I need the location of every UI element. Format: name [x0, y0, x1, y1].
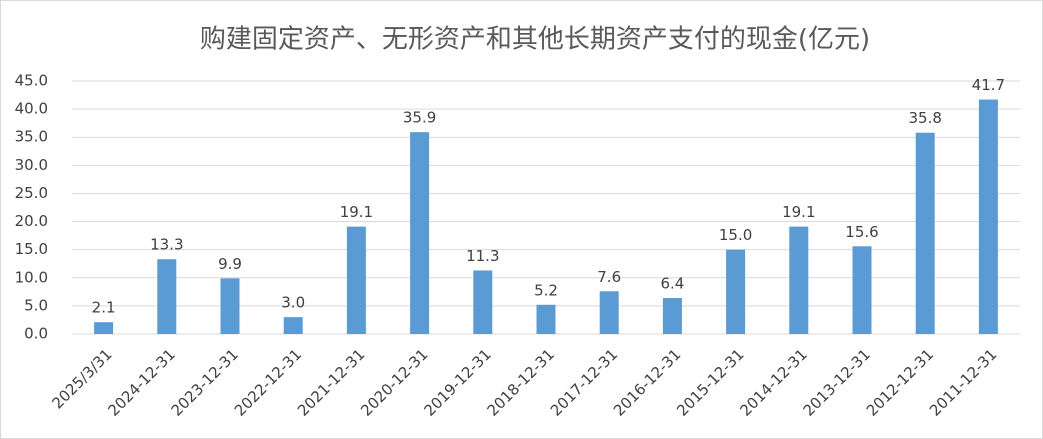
y-tick-label: 25.0	[15, 184, 48, 202]
value-label: 15.0	[719, 226, 752, 244]
value-label: 5.2	[534, 281, 558, 299]
bar	[220, 278, 240, 334]
bar	[157, 259, 177, 334]
bar	[726, 249, 746, 334]
value-label: 35.8	[908, 109, 941, 127]
value-label: 13.3	[150, 236, 183, 254]
y-tick-label: 20.0	[15, 212, 48, 230]
bar	[662, 298, 682, 334]
value-label: 9.9	[218, 255, 242, 273]
value-label: 7.6	[597, 268, 621, 286]
y-tick-label: 35.0	[15, 128, 48, 146]
value-label: 11.3	[466, 247, 499, 265]
value-label: 41.7	[972, 76, 1005, 94]
bar	[473, 270, 493, 334]
y-tick-label: 30.0	[15, 156, 48, 174]
bar	[852, 246, 872, 334]
chart-title: 购建固定资产、无形资产和其他长期资产支付的现金(亿元)	[200, 25, 870, 55]
bar	[94, 322, 114, 334]
value-label: 19.1	[340, 203, 373, 221]
bar	[410, 132, 430, 334]
value-label: 6.4	[660, 275, 684, 293]
bar	[346, 226, 366, 334]
y-tick-label: 10.0	[15, 268, 48, 286]
bar	[536, 304, 556, 334]
y-tick-label: 40.0	[15, 100, 48, 118]
value-label: 35.9	[403, 109, 436, 127]
y-tick-label: 15.0	[15, 240, 48, 258]
value-label: 19.1	[782, 203, 815, 221]
y-tick-label: 5.0	[24, 296, 48, 314]
value-label: 15.6	[845, 223, 878, 241]
bar	[915, 132, 935, 334]
y-tick-label: 0.0	[24, 325, 48, 343]
bar	[978, 99, 998, 334]
value-label: 3.0	[281, 294, 305, 312]
bar	[283, 317, 303, 334]
bar	[789, 226, 809, 334]
bar	[599, 291, 619, 334]
value-label: 2.1	[92, 299, 116, 317]
y-tick-label: 45.0	[15, 72, 48, 90]
